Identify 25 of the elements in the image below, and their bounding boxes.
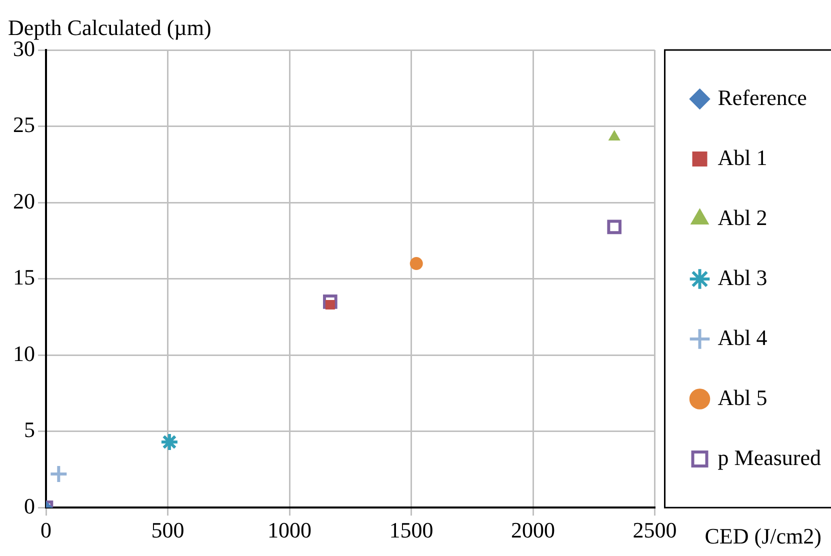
x-tick-label: 500 xyxy=(151,518,184,543)
x-tick-label: 2500 xyxy=(632,518,677,543)
y-tick-label: 20 xyxy=(13,188,35,214)
legend-label: Reference xyxy=(718,84,807,110)
point xyxy=(410,257,423,270)
point xyxy=(49,464,68,484)
y-tick-label: 5 xyxy=(24,417,35,442)
legend-label: Abl 2 xyxy=(718,204,768,230)
y-tick-label: 15 xyxy=(13,264,35,290)
point xyxy=(607,220,622,234)
x-axis-title: CED (J/cm2) xyxy=(704,523,822,548)
y-tick-label: 25 xyxy=(13,112,35,138)
x-tick-label: 2000 xyxy=(511,518,556,543)
legend-label: Abl 3 xyxy=(718,264,768,290)
legend-label: Abl 4 xyxy=(718,324,768,350)
x-tick-label: 1000 xyxy=(268,518,312,543)
point xyxy=(323,294,338,309)
legend-label: p Measured xyxy=(718,444,822,470)
y-tick-label: 10 xyxy=(13,340,35,366)
y-tick-label: 0 xyxy=(24,493,35,518)
x-tick-label: 1500 xyxy=(389,518,434,543)
x-tick-label: 0 xyxy=(40,518,52,543)
legend-label: Abl 5 xyxy=(718,384,768,410)
legend-label: Abl 1 xyxy=(718,144,768,170)
point xyxy=(160,432,179,452)
